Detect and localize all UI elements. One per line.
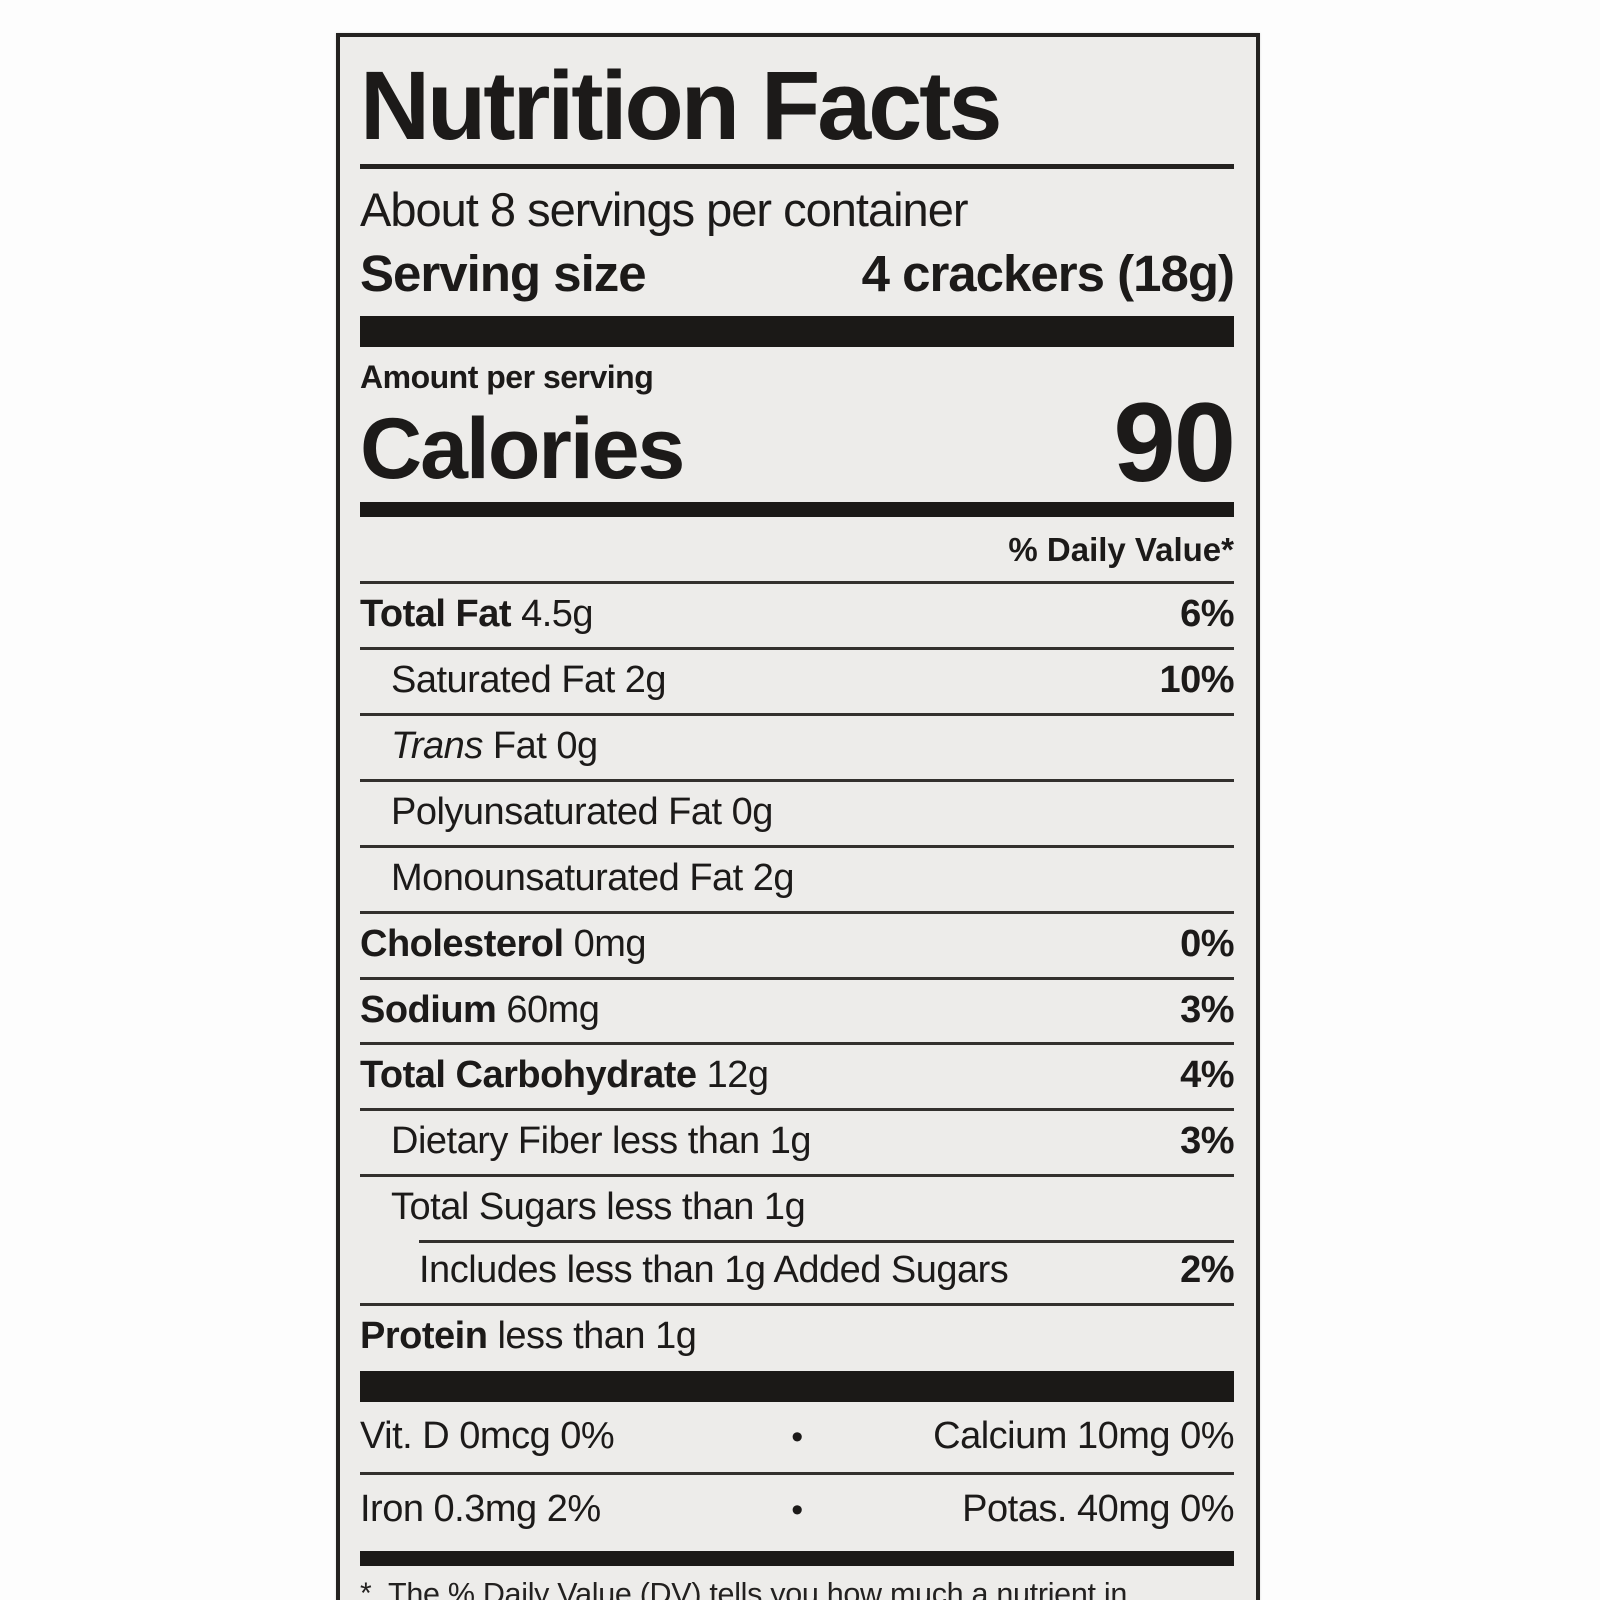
nutrient-name: Total Carbohydrate bbox=[360, 1054, 697, 1097]
nutrient-name: Monounsaturated Fat 2g bbox=[391, 856, 795, 899]
nutrient-row-total-carbohydrate: Total Carbohydrate 12g 4% bbox=[360, 1042, 1234, 1108]
footnote-asterisk: * bbox=[360, 1576, 372, 1600]
micronutrient-iron: Iron 0.3mg 2% bbox=[360, 1487, 601, 1530]
title-divider bbox=[360, 163, 1234, 169]
nutrient-name: Total Sugars less than 1g bbox=[391, 1186, 806, 1229]
daily-value-percent: 4% bbox=[1180, 1054, 1234, 1097]
nutrient-row-protein: Protein less than 1g bbox=[360, 1302, 1234, 1369]
micronutrient-row-1: Vit. D 0mcg 0% • Calcium 10mg 0% bbox=[360, 1402, 1235, 1472]
amount-per-serving-label: Amount per serving bbox=[360, 358, 654, 395]
serving-size-value: 4 crackers (18g) bbox=[861, 245, 1235, 303]
nutrient-name: Fat 0g bbox=[482, 724, 598, 767]
nutrient-name: Sodium bbox=[360, 988, 497, 1031]
daily-value-percent: 10% bbox=[1159, 659, 1234, 702]
nutrient-amount: 12g bbox=[696, 1054, 769, 1097]
daily-value-percent: 0% bbox=[1180, 922, 1234, 965]
nutrition-facts-label: Nutrition Facts About 8 servings per con… bbox=[336, 33, 1260, 1600]
nutrient-rows: Total Fat 4.5g 6% Saturated Fat 2g 10% T… bbox=[360, 581, 1234, 1369]
calories-value: 90 bbox=[1113, 379, 1236, 505]
micronutrient-potassium: Potas. 40mg 0% bbox=[962, 1487, 1234, 1530]
nutrient-row-total-fat: Total Fat 4.5g 6% bbox=[360, 581, 1234, 647]
thick-divider-bottom bbox=[360, 1370, 1234, 1402]
nutrient-row-trans-fat: Trans Fat 0g bbox=[360, 712, 1234, 779]
nutrient-name: Saturated Fat 2g bbox=[391, 659, 667, 702]
nutrient-name: Protein bbox=[360, 1314, 488, 1357]
micronutrient-section: Vit. D 0mcg 0% • Calcium 10mg 0% Iron 0.… bbox=[360, 1402, 1235, 1545]
nutrient-row-added-sugars: Includes less than 1g Added Sugars 2% bbox=[360, 1240, 1234, 1303]
bullet-separator: • bbox=[791, 1417, 803, 1456]
calories-divider bbox=[360, 502, 1234, 518]
nutrient-name: Dietary Fiber less than 1g bbox=[391, 1120, 811, 1163]
thick-divider-top bbox=[360, 315, 1234, 347]
calories-label: Calories bbox=[360, 400, 685, 497]
calories-row: Calories 90 bbox=[360, 379, 1236, 505]
nutrient-name: Total Fat bbox=[360, 593, 512, 636]
nutrient-row-dietary-fiber: Dietary Fiber less than 1g 3% bbox=[360, 1108, 1234, 1174]
footnote-divider bbox=[360, 1550, 1234, 1566]
nutrient-amount: less than 1g bbox=[487, 1314, 697, 1357]
nutrient-amount: 4.5g bbox=[511, 593, 594, 636]
daily-value-percent: 6% bbox=[1180, 593, 1234, 636]
micronutrient-vitamin-d: Vit. D 0mcg 0% bbox=[360, 1414, 615, 1457]
label-title: Nutrition Facts bbox=[360, 51, 1002, 160]
nutrient-name: Cholesterol bbox=[360, 922, 564, 965]
nutrient-row-cholesterol: Cholesterol 0mg 0% bbox=[360, 910, 1234, 977]
daily-value-percent: 3% bbox=[1180, 988, 1234, 1031]
bullet-separator: • bbox=[791, 1490, 803, 1529]
nutrient-amount: 60mg bbox=[496, 988, 600, 1031]
nutrient-row-total-sugars: Total Sugars less than 1g bbox=[360, 1174, 1234, 1240]
daily-value-footnote: * The % Daily Value (DV) tells you how m… bbox=[360, 1566, 1234, 1600]
nutrient-row-monounsaturated-fat: Monounsaturated Fat 2g bbox=[360, 844, 1234, 911]
daily-value-percent: 3% bbox=[1180, 1120, 1234, 1163]
micronutrient-row-2: Iron 0.3mg 2% • Potas. 40mg 0% bbox=[360, 1471, 1235, 1545]
nutrient-name: Polyunsaturated Fat 0g bbox=[391, 790, 773, 833]
nutrient-row-saturated-fat: Saturated Fat 2g 10% bbox=[360, 647, 1234, 713]
nutrient-row-sodium: Sodium 60mg 3% bbox=[360, 976, 1234, 1043]
nutrient-amount: 0mg bbox=[563, 922, 647, 965]
footnote-line: The % Daily Value (DV) tells you how muc… bbox=[388, 1576, 1127, 1600]
servings-per-container: About 8 servings per container bbox=[360, 182, 968, 236]
nutrient-name-italic: Trans bbox=[391, 724, 483, 767]
daily-value-percent: 2% bbox=[1180, 1249, 1234, 1292]
daily-value-header: % Daily Value* bbox=[1008, 531, 1234, 569]
micronutrient-calcium: Calcium 10mg 0% bbox=[933, 1414, 1234, 1457]
nutrient-name: Includes less than 1g Added Sugars bbox=[419, 1249, 1009, 1292]
serving-size-row: Serving size 4 crackers (18g) bbox=[360, 242, 1235, 306]
serving-size-label: Serving size bbox=[360, 245, 647, 303]
nutrient-row-polyunsaturated-fat: Polyunsaturated Fat 0g bbox=[360, 778, 1234, 845]
